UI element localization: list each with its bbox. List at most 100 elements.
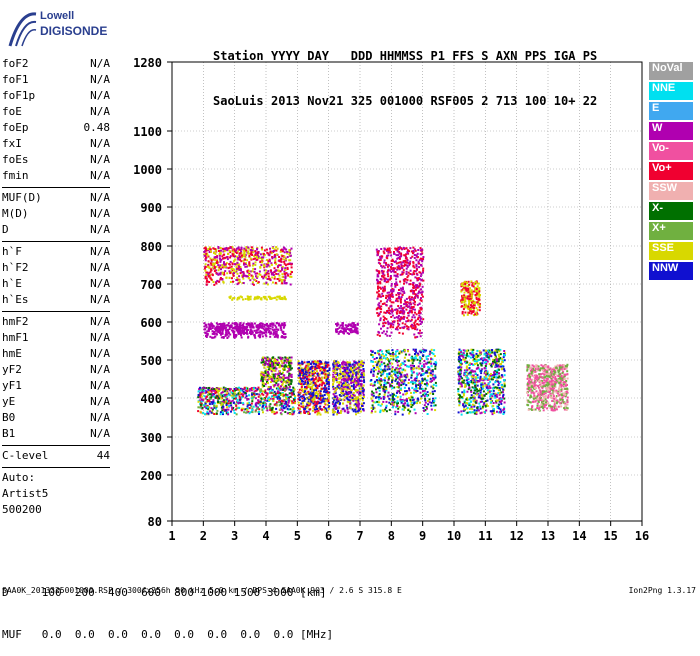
echo-point (385, 264, 387, 266)
echo-point (213, 390, 215, 392)
echo-point (358, 370, 360, 372)
echo-point (272, 400, 274, 402)
echo-point (302, 405, 304, 407)
echo-point (312, 373, 314, 375)
echo-point (233, 297, 235, 299)
echo-point (275, 263, 277, 265)
echo-point (281, 255, 283, 257)
echo-point (228, 247, 230, 249)
echo-point (351, 375, 353, 377)
echo-point (206, 278, 208, 280)
echo-point (251, 322, 253, 324)
echo-point (302, 369, 304, 371)
echo-point (351, 389, 353, 391)
echo-point (339, 331, 341, 333)
echo-point (335, 366, 337, 368)
echo-point (347, 401, 349, 403)
echo-point (317, 414, 319, 416)
echo-point (207, 406, 209, 408)
echo-point (233, 409, 235, 411)
echo-point (407, 260, 409, 262)
echo-point (230, 411, 232, 413)
echo-point (410, 290, 412, 292)
echo-point (406, 390, 408, 392)
echo-point (387, 279, 389, 281)
echo-point (420, 299, 422, 301)
echo-point (406, 298, 408, 300)
echo-point (347, 361, 349, 363)
echo-point (400, 305, 402, 307)
echo-point (208, 281, 210, 283)
echo-point (271, 378, 273, 380)
echo-point (339, 394, 341, 396)
echo-point (405, 384, 407, 386)
echo-point (226, 333, 228, 335)
echo-point (378, 305, 380, 307)
echo-point (283, 381, 285, 383)
echo-point (265, 376, 267, 378)
echo-point (241, 255, 243, 257)
echo-point (291, 357, 293, 359)
echo-point (414, 382, 416, 384)
echo-point (388, 402, 390, 404)
echo-point (306, 376, 308, 378)
echo-point (350, 325, 352, 327)
echo-point (397, 371, 399, 373)
echo-point (276, 401, 278, 403)
echo-point (387, 395, 389, 397)
echo-point (272, 392, 274, 394)
echo-point (307, 366, 309, 368)
echo-point (211, 407, 213, 409)
echo-point (262, 357, 264, 359)
echo-point (386, 310, 388, 312)
echo-point (248, 271, 250, 273)
echo-point (414, 316, 416, 318)
echo-point (394, 286, 396, 288)
echo-point (432, 374, 434, 376)
echo-point (319, 384, 321, 386)
echo-point (202, 387, 204, 389)
echo-point (340, 410, 342, 412)
echo-point (380, 410, 382, 412)
echo-point (232, 251, 234, 253)
echo-point (248, 277, 250, 279)
echo-point (269, 296, 271, 298)
echo-point (390, 255, 392, 257)
echo-point (435, 382, 437, 384)
echo-point (325, 399, 327, 401)
echo-point (248, 255, 250, 257)
echo-point (360, 388, 362, 390)
echo-point (342, 393, 344, 395)
echo-point (242, 278, 244, 280)
echo-point (244, 263, 246, 265)
echo-point (347, 411, 349, 413)
echo-point (391, 285, 393, 287)
echo-point (327, 400, 329, 402)
echo-point (326, 362, 328, 364)
echo-point (348, 375, 350, 377)
echo-point (246, 270, 248, 272)
echo-point (385, 354, 387, 356)
echo-point (260, 298, 262, 300)
echo-point (314, 408, 316, 410)
echo-point (347, 391, 349, 393)
echo-point (288, 370, 290, 372)
echo-point (349, 403, 351, 405)
echo-point (344, 396, 346, 398)
echo-point (251, 277, 253, 279)
echo-point (263, 383, 265, 385)
echo-point (353, 384, 355, 386)
echo-point (242, 327, 244, 329)
echo-point (397, 400, 399, 402)
echo-point (237, 393, 239, 395)
echo-point (430, 363, 432, 365)
echo-point (371, 351, 373, 353)
echo-point (422, 280, 424, 282)
echo-point (231, 407, 233, 409)
echo-point (274, 359, 276, 361)
echo-point (220, 250, 222, 252)
echo-point (220, 324, 222, 326)
echo-point (387, 351, 389, 353)
echo-point (392, 353, 394, 355)
echo-point (218, 250, 220, 252)
